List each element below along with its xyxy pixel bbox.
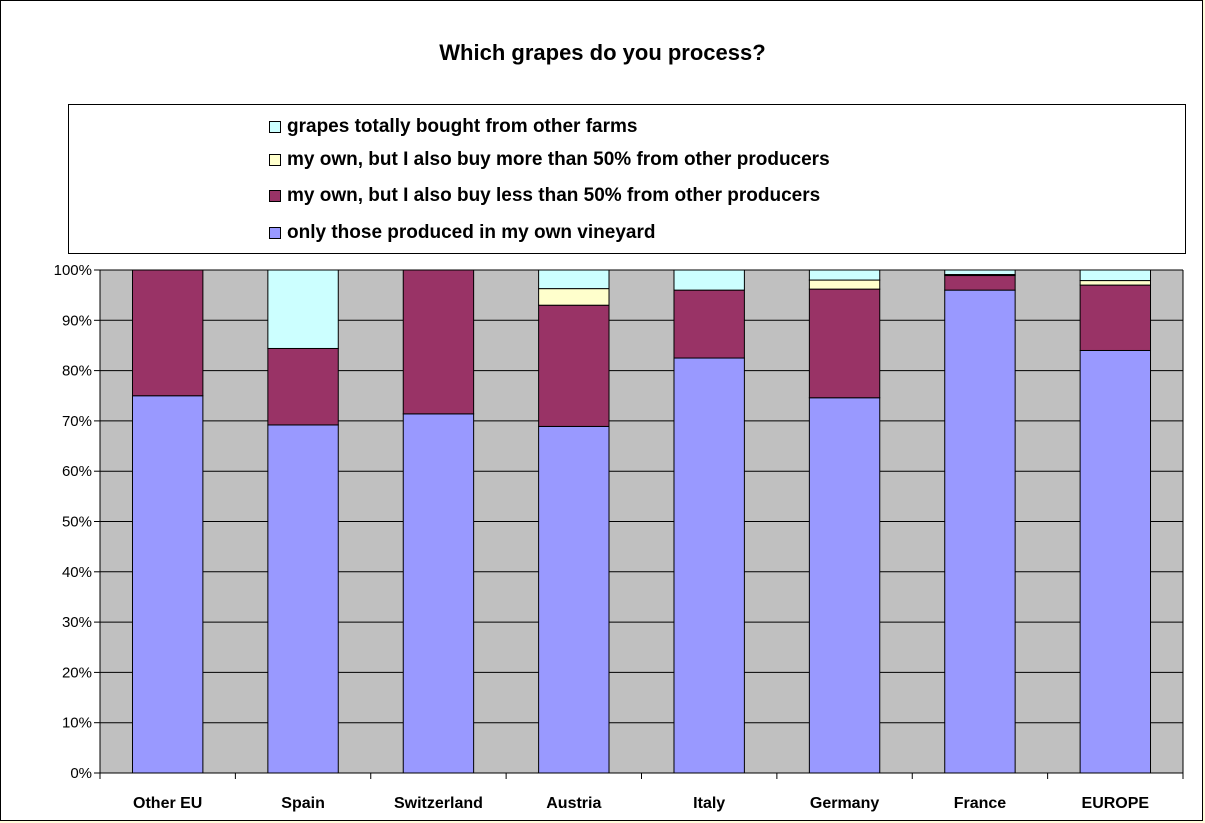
bar-segment xyxy=(944,289,1016,774)
bar-segment xyxy=(402,269,475,415)
bar-segment xyxy=(808,288,881,399)
x-tick-label: EUROPE xyxy=(1082,795,1150,812)
bar-segment xyxy=(538,288,610,306)
x-tick-label: Switzerland xyxy=(394,795,483,812)
legend: grapes totally bought from other farms m… xyxy=(68,104,1186,254)
x-tick-label: Austria xyxy=(546,795,601,812)
legend-label-bought: grapes totally bought from other farms xyxy=(287,116,638,137)
bar-segment xyxy=(944,269,1016,276)
y-tick-label: 50% xyxy=(62,514,92,531)
legend-swatch-bought xyxy=(269,121,281,133)
y-tick-label: 80% xyxy=(62,363,92,380)
bar-segment xyxy=(538,269,610,290)
bar-segment xyxy=(402,413,475,774)
y-tick-label: 10% xyxy=(62,715,92,732)
bar-segment xyxy=(1079,280,1152,286)
chart-title: Which grapes do you process? xyxy=(439,40,766,65)
legend-label-own: only those produced in my own vineyard xyxy=(287,222,656,243)
bar-segment xyxy=(131,395,204,774)
legend-swatch-own xyxy=(269,227,281,239)
bar-segment xyxy=(673,357,745,774)
y-tick-label: 0% xyxy=(70,765,92,782)
legend-item-bought: grapes totally bought from other farms xyxy=(269,115,637,139)
bar-segment xyxy=(808,269,881,281)
y-tick-label: 100% xyxy=(54,262,92,279)
legend-label-buy-more: my own, but I also buy more than 50% fro… xyxy=(287,149,830,170)
bar-segment xyxy=(808,397,881,774)
legend-item-buy-less: my own, but I also buy less than 50% fro… xyxy=(269,184,820,208)
y-tick-label: 40% xyxy=(62,564,92,581)
legend-swatch-buy-more xyxy=(269,154,281,166)
legend-swatch-buy-less xyxy=(269,190,281,202)
y-tick-label: 70% xyxy=(62,413,92,430)
bar-segment xyxy=(1079,284,1152,351)
legend-item-buy-more: my own, but I also buy more than 50% fro… xyxy=(269,148,830,172)
bar-segment xyxy=(808,279,881,290)
bar-segment xyxy=(673,269,745,291)
bar-segment xyxy=(673,289,745,359)
x-tick-label: Spain xyxy=(281,795,325,812)
bar-segment xyxy=(267,424,339,774)
bar-segment xyxy=(1079,269,1152,282)
y-tick-label: 30% xyxy=(62,614,92,631)
legend-item-own: only those produced in my own vineyard xyxy=(269,221,655,245)
y-tick-label: 20% xyxy=(62,664,92,681)
x-tick-label: Other EU xyxy=(133,795,202,812)
bar-segment xyxy=(131,269,204,397)
bar-segment xyxy=(944,275,1016,291)
x-tick-label: France xyxy=(954,795,1007,812)
bar-segment xyxy=(267,269,339,349)
bar-segment xyxy=(538,425,610,774)
legend-label-buy-less: my own, but I also buy less than 50% fro… xyxy=(287,185,821,206)
y-tick-label: 60% xyxy=(62,463,92,480)
bar-segment xyxy=(1079,349,1152,774)
bar-segment xyxy=(538,304,610,427)
bar-segment xyxy=(267,347,339,426)
y-tick-label: 90% xyxy=(62,312,92,329)
x-tick-label: Italy xyxy=(693,795,725,812)
x-tick-label: Germany xyxy=(810,795,879,812)
